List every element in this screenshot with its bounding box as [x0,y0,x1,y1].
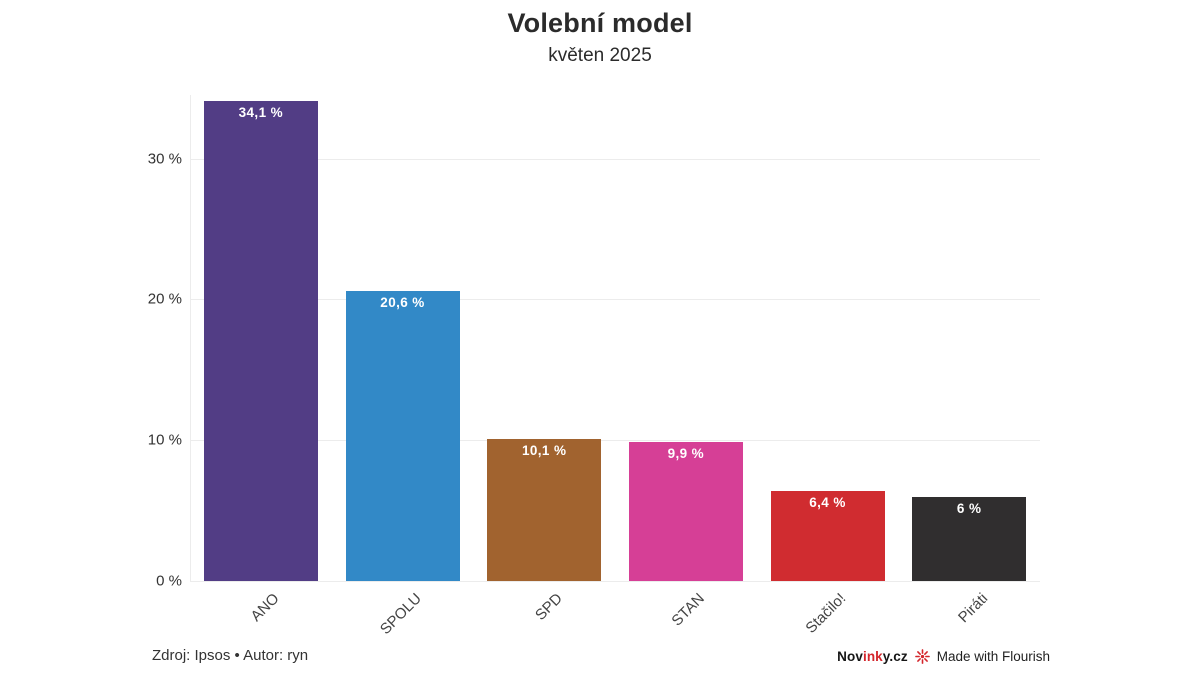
bar-value-label: 6 % [956,500,982,516]
x-tick-label-STAN: STAN [668,590,708,630]
source-credit: Zdroj: Ipsos • Autor: ryn [152,647,309,664]
y-tick-label-30: 30 % [147,150,182,168]
y-tick-label-0: 0 % [156,572,182,590]
bar-value-label: 9,9 % [667,445,705,461]
footer-credit: Novinky.cz Made with Flourish [837,646,1050,666]
chart-subtitle: květen 2025 [548,45,652,66]
x-tick-label-SPD: SPD [532,590,567,624]
y-axis-line [190,95,191,582]
novinky-logo[interactable]: Novinky.cz [837,648,908,664]
bar-SPD[interactable]: 10,1 % [487,438,602,581]
bar-value-label: 20,6 % [380,294,425,310]
x-tick-label-Stačilo!: Stačilo! [802,590,850,637]
gridline-10 [190,440,1040,442]
bar-value-label: 6,4 % [809,494,846,510]
flourish-burst-icon [914,648,930,664]
bar-STAN[interactable]: 9,9 % [628,441,743,581]
y-tick-label-10: 10 % [147,431,182,449]
bar-ANO[interactable]: 34,1 % [203,100,318,581]
flourish-credit-label[interactable]: Made with Flourish [936,648,1050,664]
y-tick-label-20: 20 % [147,290,182,308]
bar-Piráti[interactable]: 6 % [912,496,1027,581]
bar-Stačilo![interactable]: 6,4 % [770,490,885,581]
bar-SPOLU[interactable]: 20,6 % [345,290,460,581]
x-tick-label-Piráti: Piráti [954,590,992,627]
gridline-20 [190,299,1040,301]
x-tick-label-ANO: ANO [247,590,283,626]
bar-value-label: 34,1 % [238,104,284,120]
gridline-30 [190,158,1040,160]
gridline-0 [190,581,1040,582]
x-tick-label-SPOLU: SPOLU [376,590,425,638]
bar-value-label: 10,1 % [521,442,567,458]
chart-title: Volební model [507,8,693,38]
